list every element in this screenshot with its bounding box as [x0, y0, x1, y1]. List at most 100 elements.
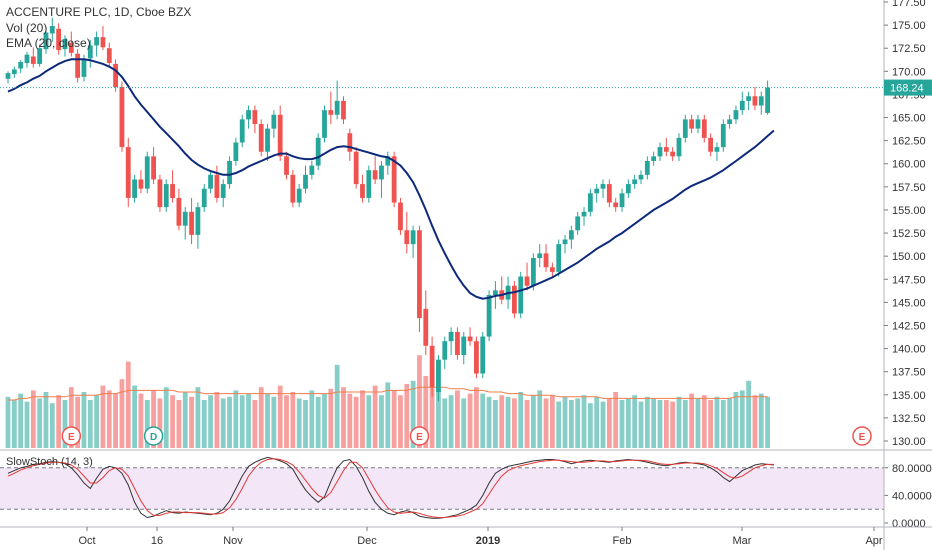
candle-body[interactable]	[695, 119, 701, 129]
candle-body[interactable]	[632, 179, 638, 185]
candle-body[interactable]	[113, 63, 119, 88]
candle-body[interactable]	[353, 151, 359, 185]
candle-body[interactable]	[429, 345, 435, 388]
candle-body[interactable]	[581, 211, 587, 217]
candle-body[interactable]	[24, 54, 30, 63]
candle-body[interactable]	[568, 230, 574, 240]
candle-body[interactable]	[461, 336, 467, 356]
candle-body[interactable]	[682, 119, 688, 138]
event-marker[interactable]	[143, 426, 164, 446]
candle-body[interactable]	[49, 26, 55, 34]
candle-body[interactable]	[208, 174, 213, 189]
candle-body[interactable]	[448, 331, 454, 342]
candle-body[interactable]	[625, 184, 631, 194]
candle-body[interactable]	[18, 62, 24, 69]
candle-body[interactable]	[11, 69, 17, 75]
candle-body[interactable]	[575, 216, 581, 231]
candle-body[interactable]	[5, 73, 11, 79]
candle-body[interactable]	[417, 230, 422, 319]
candle-body[interactable]	[606, 184, 612, 203]
candle-body[interactable]	[474, 341, 479, 374]
candle-body[interactable]	[638, 174, 644, 180]
candle-body[interactable]	[549, 267, 555, 272]
candle-body[interactable]	[125, 147, 131, 198]
candle-body[interactable]	[30, 56, 36, 64]
candle-body[interactable]	[360, 184, 365, 198]
candle-body[interactable]	[62, 38, 68, 50]
event-marker[interactable]	[409, 426, 430, 446]
candle-body[interactable]	[43, 32, 49, 50]
candle-body[interactable]	[752, 96, 758, 106]
candle-body[interactable]	[619, 193, 625, 208]
candle-body[interactable]	[587, 193, 593, 212]
candle-body[interactable]	[512, 285, 517, 314]
candle-body[interactable]	[176, 197, 182, 226]
candle-body[interactable]	[138, 179, 144, 189]
candle-body[interactable]	[322, 110, 327, 138]
candle-body[interactable]	[68, 42, 74, 53]
candle-body[interactable]	[100, 37, 106, 48]
candle-body[interactable]	[556, 244, 562, 272]
candle-body[interactable]	[94, 37, 100, 46]
candle-body[interactable]	[765, 87, 770, 113]
candle-body[interactable]	[739, 100, 745, 111]
candle-body[interactable]	[372, 170, 378, 180]
candle-body[interactable]	[201, 188, 207, 208]
candle-body[interactable]	[87, 45, 93, 59]
candle-body[interactable]	[644, 160, 650, 175]
candle-body[interactable]	[227, 160, 232, 185]
candle-body[interactable]	[493, 290, 498, 295]
candle-body[interactable]	[151, 156, 156, 180]
candle-body[interactable]	[670, 151, 676, 157]
candle-body[interactable]	[296, 188, 302, 203]
candle-body[interactable]	[391, 156, 397, 203]
candle-body[interactable]	[733, 110, 739, 120]
candle-body[interactable]	[543, 253, 549, 268]
candle-body[interactable]	[309, 165, 315, 175]
candle-body[interactable]	[246, 110, 251, 120]
event-marker[interactable]	[61, 426, 82, 446]
candle-body[interactable]	[290, 174, 296, 203]
candle-body[interactable]	[701, 119, 707, 138]
candle-body[interactable]	[600, 184, 606, 189]
candle-body[interactable]	[442, 341, 448, 360]
candle-body[interactable]	[271, 114, 277, 129]
candle-body[interactable]	[341, 100, 346, 120]
candle-body[interactable]	[303, 174, 308, 189]
candle-body[interactable]	[252, 110, 258, 124]
candle-body[interactable]	[75, 53, 81, 78]
candle-layer[interactable]	[5, 17, 770, 402]
candle-body[interactable]	[455, 331, 460, 356]
candle-body[interactable]	[398, 202, 403, 231]
candle-body[interactable]	[613, 202, 619, 208]
event-marker[interactable]	[852, 426, 872, 446]
candle-body[interactable]	[347, 133, 353, 152]
candle-body[interactable]	[284, 156, 289, 175]
candle-body[interactable]	[720, 123, 726, 148]
candle-body[interactable]	[37, 48, 43, 64]
candle-body[interactable]	[404, 230, 410, 245]
candle-body[interactable]	[708, 137, 714, 152]
candle-body[interactable]	[334, 100, 340, 115]
candle-body[interactable]	[537, 253, 543, 259]
candle-body[interactable]	[480, 336, 486, 374]
candle-body[interactable]	[163, 184, 169, 208]
candle-body[interactable]	[657, 147, 663, 157]
candle-body[interactable]	[651, 156, 657, 161]
candle-body[interactable]	[524, 276, 530, 286]
candle-body[interactable]	[689, 119, 695, 129]
candle-body[interactable]	[379, 165, 384, 180]
candle-body[interactable]	[214, 174, 220, 198]
candle-body[interactable]	[119, 87, 125, 148]
candle-body[interactable]	[594, 188, 600, 194]
candle-body[interactable]	[530, 258, 536, 286]
candle-body[interactable]	[467, 336, 473, 342]
candle-body[interactable]	[385, 156, 391, 166]
candle-body[interactable]	[315, 137, 321, 166]
candle-body[interactable]	[265, 128, 270, 152]
candle-body[interactable]	[157, 179, 163, 208]
candle-body[interactable]	[410, 230, 416, 245]
candle-body[interactable]	[663, 147, 669, 152]
